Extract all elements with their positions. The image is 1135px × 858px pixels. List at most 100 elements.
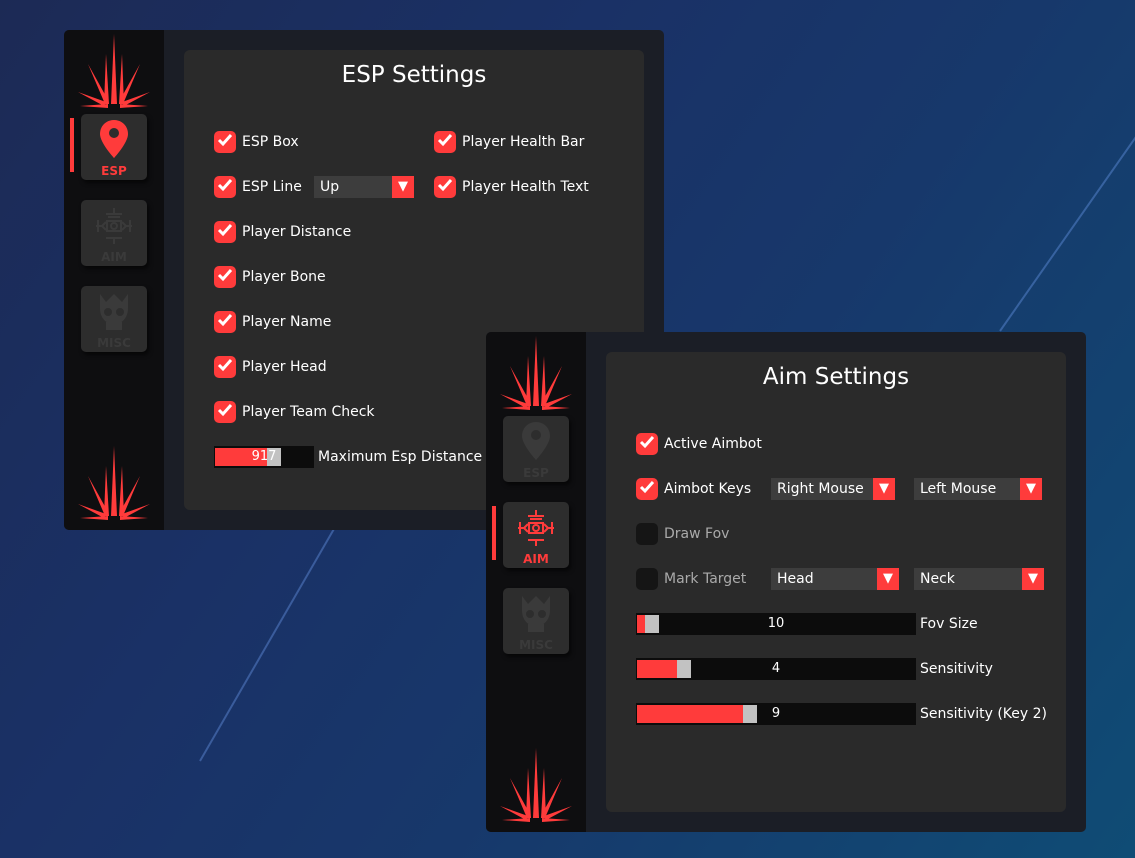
nav-label: MISC: [97, 336, 131, 350]
slider-2[interactable]: 9: [636, 703, 916, 725]
checkbox-row[interactable]: Player Health Bar: [434, 131, 584, 153]
checkbox-row[interactable]: Aimbot Keys: [636, 478, 751, 500]
checkbox-row[interactable]: Draw Fov: [636, 523, 729, 545]
checkbox[interactable]: [636, 568, 658, 590]
checkbox-label: Player Health Text: [462, 179, 589, 195]
checkbox-row[interactable]: Mark Target: [636, 568, 746, 590]
logo-top: [78, 34, 150, 112]
chevron-down-icon[interactable]: ▼: [1020, 478, 1042, 500]
slider-label: Maximum Esp Distance: [318, 449, 483, 465]
check-icon: [217, 313, 233, 331]
chevron-down-icon[interactable]: ▼: [392, 176, 414, 198]
skull-icon: [503, 594, 569, 634]
checkbox[interactable]: [214, 131, 236, 153]
checkbox[interactable]: [636, 433, 658, 455]
checkbox-row[interactable]: Player Bone: [214, 266, 326, 288]
slider-value: 10: [767, 616, 785, 631]
dropdown-value: Up: [320, 179, 340, 195]
active-indicator: [70, 118, 74, 172]
aimbot-key-dropdown-2[interactable]: Left Mouse ▼: [914, 478, 1042, 500]
checkbox-row[interactable]: Active Aimbot: [636, 433, 762, 455]
checkbox[interactable]: [214, 311, 236, 333]
checkbox-row[interactable]: Player Distance: [214, 221, 351, 243]
background-streak: [999, 84, 1135, 332]
checkbox-label: Player Health Bar: [462, 134, 585, 150]
slider-handle[interactable]: [267, 448, 281, 466]
slider-0[interactable]: 10: [636, 613, 916, 635]
slider-fill: [215, 448, 267, 466]
check-icon: [639, 435, 655, 453]
logo-top: [500, 336, 572, 414]
mark-target-dropdown-1[interactable]: Head ▼: [771, 568, 899, 590]
nav-esp-button[interactable]: ESP: [81, 114, 147, 180]
checkbox-row[interactable]: ESP Line: [214, 176, 302, 198]
slider-1[interactable]: 4: [636, 658, 916, 680]
checkbox[interactable]: [636, 478, 658, 500]
slider-fill: [637, 705, 743, 723]
dropdown-value: Head: [777, 571, 814, 587]
checkbox[interactable]: [636, 523, 658, 545]
nav-label: AIM: [101, 250, 127, 264]
mark-target-dropdown-2[interactable]: Neck ▼: [914, 568, 1044, 590]
active-indicator: [492, 506, 496, 560]
check-icon: [217, 358, 233, 376]
slider-handle[interactable]: [743, 705, 757, 723]
checkbox-label: ESP Line: [242, 179, 302, 195]
slider-value: 917: [251, 449, 277, 464]
chevron-down-icon[interactable]: ▼: [877, 568, 899, 590]
nav-aim-button[interactable]: AIM: [81, 200, 147, 266]
check-icon: [217, 403, 233, 421]
checkbox-label: Mark Target: [664, 571, 747, 587]
esp-line-dropdown[interactable]: Up ▼: [314, 176, 414, 198]
map-pin-icon: [503, 422, 569, 460]
aim-window: ESP AIM MISC Aim Settings Active Aimbot Aim…: [486, 332, 1086, 832]
checkbox-row[interactable]: Player Health Text: [434, 176, 589, 198]
chevron-down-icon[interactable]: ▼: [1022, 568, 1044, 590]
slider-label: Fov Size: [920, 616, 978, 632]
checkbox[interactable]: [214, 401, 236, 423]
nav-misc-button[interactable]: MISC: [503, 588, 569, 654]
nav-esp-button[interactable]: ESP: [503, 416, 569, 482]
map-pin-icon: [81, 120, 147, 158]
chevron-down-icon[interactable]: ▼: [873, 478, 895, 500]
checkbox-row[interactable]: Player Head: [214, 356, 327, 378]
slider-handle[interactable]: [645, 615, 659, 633]
nav-misc-button[interactable]: MISC: [81, 286, 147, 352]
check-icon: [217, 268, 233, 286]
checkbox[interactable]: [214, 266, 236, 288]
checkbox-row[interactable]: ESP Box: [214, 131, 299, 153]
slider-handle[interactable]: [677, 660, 691, 678]
nav-label: ESP: [523, 466, 549, 480]
slider-label: Sensitivity (Key 2): [920, 706, 1047, 722]
check-icon: [217, 223, 233, 241]
crosshair-icon: [503, 508, 569, 548]
esp-distance-slider[interactable]: 917: [214, 446, 314, 468]
checkbox-label: Player Distance: [242, 224, 352, 240]
checkbox-label: Player Team Check: [242, 404, 375, 420]
checkbox-row[interactable]: Player Name: [214, 311, 331, 333]
checkbox-row[interactable]: Player Team Check: [214, 401, 375, 423]
logo-bottom: [78, 446, 150, 524]
slider-label: Sensitivity: [920, 661, 993, 677]
checkbox[interactable]: [434, 176, 456, 198]
nav-label: MISC: [519, 638, 553, 652]
aim-settings-panel: Aim Settings Active Aimbot Aimbot Keys Dra…: [606, 352, 1066, 812]
nav-label: ESP: [101, 164, 127, 178]
checkbox-label: Draw Fov: [664, 526, 730, 542]
skull-icon: [81, 292, 147, 332]
checkbox-label: Aimbot Keys: [664, 481, 752, 497]
checkbox-label: Active Aimbot: [664, 436, 762, 452]
checkbox[interactable]: [214, 221, 236, 243]
slider-value: 9: [771, 706, 781, 721]
check-icon: [437, 133, 453, 151]
page-title: Aim Settings: [762, 364, 910, 390]
checkbox-label: Player Bone: [242, 269, 326, 285]
aimbot-key-dropdown-1[interactable]: Right Mouse ▼: [771, 478, 895, 500]
nav-aim-button[interactable]: AIM: [503, 502, 569, 568]
checkbox[interactable]: [434, 131, 456, 153]
checkbox[interactable]: [214, 356, 236, 378]
slider-fill: [637, 615, 645, 633]
check-icon: [639, 480, 655, 498]
checkbox[interactable]: [214, 176, 236, 198]
check-icon: [217, 133, 233, 151]
